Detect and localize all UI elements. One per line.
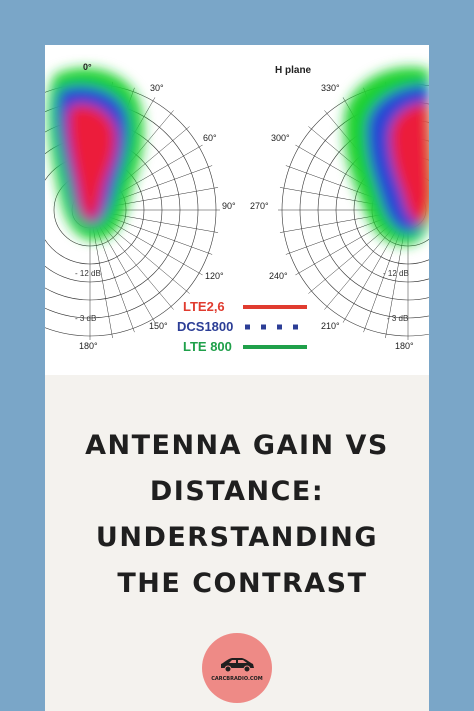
left-angle-label: 30° [150, 83, 164, 93]
left-db-label: - 12 dB [75, 269, 101, 278]
right-angle-label: 210° [321, 321, 340, 331]
left-angle-label: 60° [203, 133, 217, 143]
right-angle-label: 270° [250, 201, 269, 211]
car-icon [221, 658, 254, 673]
pin-card: 0° 30° 60° 90° 120° 150° 180° - 12 dB - … [45, 45, 429, 711]
title-line-1: ANTENNA GAIN VS [85, 430, 389, 461]
left-heat-core [67, 104, 116, 220]
left-angle-label: 180° [79, 341, 98, 351]
right-angle-label: 240° [269, 271, 288, 281]
radiation-pattern-diagram: 0° 30° 60° 90° 120° 150° 180° - 12 dB - … [45, 45, 429, 375]
right-angle-label: 180° [395, 341, 414, 351]
left-db-label: - 3 dB [75, 314, 96, 323]
right-angle-label: 300° [271, 133, 290, 143]
article-title: ANTENNA GAIN VS DISTANCE: UNDERSTANDING … [45, 423, 429, 607]
left-angle-label: 120° [205, 271, 224, 281]
right-radiation-heatmap [344, 67, 429, 245]
right-heat-core [390, 103, 429, 223]
left-angle-label: 90° [222, 201, 236, 211]
right-db-label: - 3 dB [387, 314, 408, 323]
right-db-label: - 12 dB [383, 269, 409, 278]
legend-label-lte26: LTE2,6 [183, 299, 225, 314]
left-angle-label: 0° [83, 62, 92, 72]
site-logo-text: CARCBRADIO.COM [211, 676, 263, 682]
title-line-3: UNDERSTANDING [95, 522, 379, 553]
legend: LTE2,6 DCS1800 LTE 800 [177, 299, 307, 354]
title-line-2: DISTANCE: [149, 476, 325, 507]
right-angle-label: 330° [321, 83, 340, 93]
legend-label-lte800: LTE 800 [183, 339, 232, 354]
legend-label-dcs1800: DCS1800 [177, 319, 233, 334]
left-radiation-heatmap [48, 68, 144, 240]
site-logo-badge[interactable]: CARCBRADIO.COM [202, 633, 272, 703]
title-line-4: THE CONTRAST [106, 568, 368, 599]
left-angle-label: 150° [149, 321, 168, 331]
right-chart-title: H plane [275, 65, 312, 76]
